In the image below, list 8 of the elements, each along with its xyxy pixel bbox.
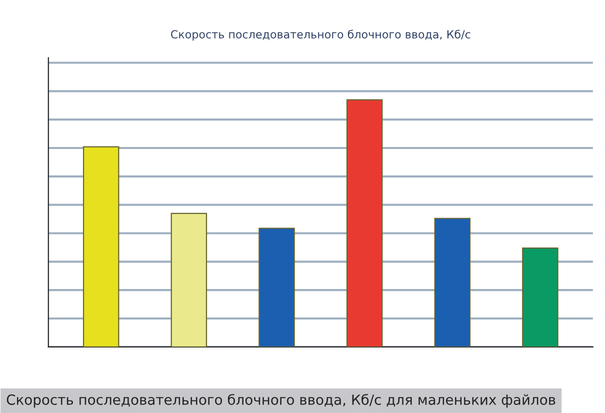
bar [522, 248, 558, 347]
bar [346, 99, 383, 347]
chart-title: Скорость последовательного блочного ввода, Кб/с [171, 30, 470, 41]
bar [170, 212, 208, 347]
bar [82, 146, 120, 347]
bar [258, 228, 295, 347]
text: Скорость последовательного блочного ввода, Кб/с для маленьких файлов [6, 394, 556, 408]
bar [434, 218, 471, 347]
